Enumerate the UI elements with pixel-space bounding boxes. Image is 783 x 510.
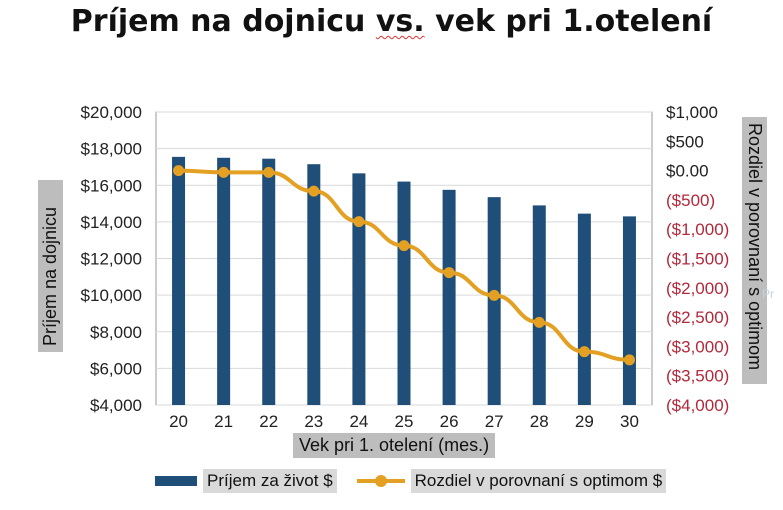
line-point: [578, 346, 590, 358]
bar: [262, 158, 276, 405]
y2-tick-label: $500: [666, 132, 704, 151]
y2-tick-label: ($2,000): [666, 279, 729, 298]
legend-bar-label: Príjem za život $: [203, 469, 337, 493]
bar: [172, 156, 186, 405]
bar: [532, 205, 546, 405]
line-point: [218, 166, 230, 178]
y2-tick-label: ($3,000): [666, 337, 729, 356]
line-point: [308, 185, 320, 197]
x-tick-label: 27: [485, 412, 504, 431]
x-axis-label: Vek pri 1. otelení (mes.): [293, 433, 496, 458]
x-tick-label: 21: [214, 412, 233, 431]
y-tick-label: $10,000: [81, 286, 142, 305]
x-tick-label: 28: [530, 412, 549, 431]
y-axis-label-left: Príjem na dojnicu: [38, 180, 63, 352]
line-point: [623, 354, 635, 366]
line-point: [173, 165, 185, 177]
x-tick-label: 26: [440, 412, 459, 431]
bar: [577, 213, 591, 405]
y2-tick-label: ($4,000): [666, 396, 729, 415]
y-tick-label: $20,000: [81, 103, 142, 122]
y-tick-label: $14,000: [81, 213, 142, 232]
y2-tick-label: $1,000: [666, 103, 718, 122]
y-tick-label: $16,000: [81, 176, 142, 195]
bar: [442, 189, 456, 405]
line-point: [533, 316, 545, 328]
x-tick-label: 23: [304, 412, 323, 431]
y2-tick-label: ($1,000): [666, 220, 729, 239]
bar: [487, 197, 501, 405]
legend-line-label: Rozdiel v porovnaní s optimom $: [410, 469, 667, 493]
y2-tick-label: ($500): [666, 191, 715, 210]
faint-text-fragment: Pr: [762, 287, 774, 301]
y-tick-label: $12,000: [81, 250, 142, 269]
line-point: [488, 289, 500, 301]
line-point: [443, 267, 455, 279]
x-tick-label: 20: [169, 412, 188, 431]
legend-line-swatch: [356, 475, 405, 487]
line-point: [263, 166, 275, 178]
x-tick-label: 22: [259, 412, 278, 431]
y2-tick-label: ($2,500): [666, 308, 729, 327]
legend: Príjem za život $ Rozdiel v porovnaní s …: [155, 468, 667, 494]
line-point: [353, 216, 365, 228]
y2-tick-label: $0.00: [666, 162, 709, 181]
y2-tick-label: ($3,500): [666, 367, 729, 386]
x-tick-label: 25: [395, 412, 414, 431]
bar: [217, 157, 231, 405]
x-tick-label: 24: [349, 412, 368, 431]
bar: [397, 181, 411, 405]
y-axis-label-right: Rozdiel v porovnaní s optimom: [742, 117, 767, 384]
chart-title: Príjem na dojnicu vs. vek pri 1.otelení: [70, 4, 713, 39]
x-tick-label: 29: [575, 412, 594, 431]
line-point: [398, 240, 410, 252]
bar: [622, 216, 636, 405]
y-tick-label: $6,000: [90, 359, 142, 378]
bar: [307, 164, 321, 405]
y-tick-label: $18,000: [81, 140, 142, 159]
y-tick-label: $4,000: [90, 396, 142, 415]
y-tick-label: $8,000: [90, 323, 142, 342]
y2-tick-label: ($1,500): [666, 250, 729, 269]
x-tick-label: 30: [620, 412, 639, 431]
legend-bar-swatch: [155, 476, 197, 486]
bar: [352, 173, 366, 405]
